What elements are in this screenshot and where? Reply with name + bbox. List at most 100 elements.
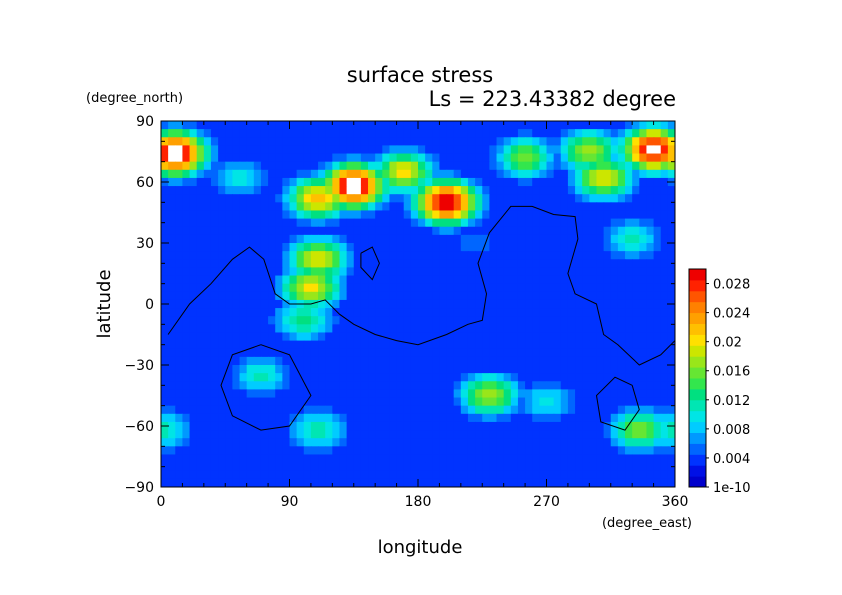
heatmap-cell (446, 251, 455, 260)
heatmap-cell (196, 413, 205, 423)
heatmap-cell (325, 348, 333, 358)
heatmap-cell (660, 243, 669, 252)
heatmap-cell (218, 365, 226, 374)
heatmap-cell (503, 283, 512, 293)
heatmap-cell (303, 389, 312, 399)
heatmap-cell (275, 251, 283, 260)
heatmap-cell (460, 234, 469, 244)
heatmap-cell (625, 316, 633, 325)
heatmap-cell (525, 299, 533, 309)
heatmap-cell (617, 438, 626, 447)
colorbar-label: 0.012 (713, 394, 750, 409)
heatmap-cell (496, 462, 505, 472)
heatmap-cell (517, 186, 526, 195)
heatmap-cell (560, 202, 569, 212)
heatmap-cell (360, 145, 369, 155)
heatmap-cell (210, 259, 219, 268)
heatmap-cell (475, 145, 483, 155)
heatmap-cell (375, 397, 383, 407)
heatmap-cell (368, 308, 376, 317)
heatmap-cell (289, 161, 298, 171)
heatmap-cell (410, 356, 419, 366)
heatmap-cell (396, 153, 405, 163)
heatmap-cell (546, 478, 555, 487)
heatmap-cell (168, 478, 176, 487)
heatmap-cell (575, 324, 583, 334)
heatmap-cell (203, 243, 212, 252)
heatmap-cell (353, 389, 362, 399)
heatmap-cell (532, 324, 540, 334)
heatmap-cell (567, 446, 576, 456)
heatmap-cell (446, 397, 455, 407)
heatmap-cell (382, 421, 391, 431)
heatmap-cell (496, 348, 505, 358)
heatmap-cell (282, 177, 291, 187)
heatmap-cell (239, 186, 248, 195)
heatmap-cell (425, 153, 433, 163)
heatmap-cell (475, 218, 483, 228)
heatmap-cell (282, 478, 291, 487)
heatmap-cell (196, 438, 205, 447)
heatmap-cell (617, 316, 626, 325)
heatmap-cell (567, 365, 576, 374)
heatmap-cell (375, 299, 383, 309)
heatmap-cell (353, 397, 362, 407)
heatmap-cell (596, 389, 605, 399)
heatmap-cell (610, 234, 619, 244)
heatmap-cell (210, 186, 219, 195)
heatmap-cell (375, 332, 383, 342)
heatmap-cell (439, 397, 448, 407)
heatmap-cell (296, 470, 305, 480)
heatmap-cell (539, 413, 548, 423)
heatmap-cell (632, 259, 640, 268)
heatmap-cell (310, 397, 319, 407)
heatmap-cell (546, 381, 555, 390)
heatmap-cell (296, 430, 305, 439)
heatmap-cell (425, 275, 433, 285)
x-tick-label: 270 (533, 494, 560, 510)
heatmap-cell (432, 121, 441, 130)
heatmap-cell (439, 381, 448, 390)
heatmap-cell (396, 340, 405, 350)
heatmap-cell (339, 275, 348, 285)
heatmap-cell (467, 470, 476, 480)
heatmap-cell (617, 194, 626, 203)
heatmap-cell (667, 373, 675, 382)
heatmap-cell (375, 470, 383, 480)
heatmap-cell (318, 137, 326, 146)
heatmap-cell (503, 161, 512, 171)
heatmap-cell (525, 291, 533, 301)
heatmap-cell (332, 430, 341, 439)
heatmap-cell (161, 275, 169, 285)
heatmap-cell (210, 145, 219, 155)
heatmap-cell (268, 324, 276, 334)
heatmap-cell (318, 421, 326, 431)
heatmap-cell (489, 430, 498, 439)
heatmap-cell (282, 348, 291, 358)
heatmap-cell (617, 405, 626, 415)
heatmap-cell (232, 161, 241, 171)
heatmap-cell (517, 438, 526, 447)
heatmap-cell (325, 413, 333, 423)
heatmap-cell (603, 324, 612, 334)
heatmap-cell (546, 234, 555, 244)
heatmap-cell (339, 267, 348, 277)
heatmap-cell (260, 234, 269, 244)
heatmap-cell (432, 267, 441, 277)
heatmap-cell (210, 308, 219, 317)
heatmap-cell (546, 421, 555, 431)
heatmap-cell (475, 234, 483, 244)
colorbar-swatch (689, 465, 706, 477)
heatmap-cell (225, 470, 233, 480)
heatmap-cell (546, 291, 555, 301)
heatmap-cell (246, 259, 255, 268)
heatmap-cell (410, 470, 419, 480)
heatmap-cell (161, 478, 169, 487)
heatmap-cell (332, 454, 341, 464)
heatmap-cell (575, 430, 583, 439)
heatmap-cell (310, 438, 319, 447)
heatmap-cell (268, 470, 276, 480)
heatmap-cell (382, 275, 391, 285)
heatmap-cell (275, 332, 283, 342)
